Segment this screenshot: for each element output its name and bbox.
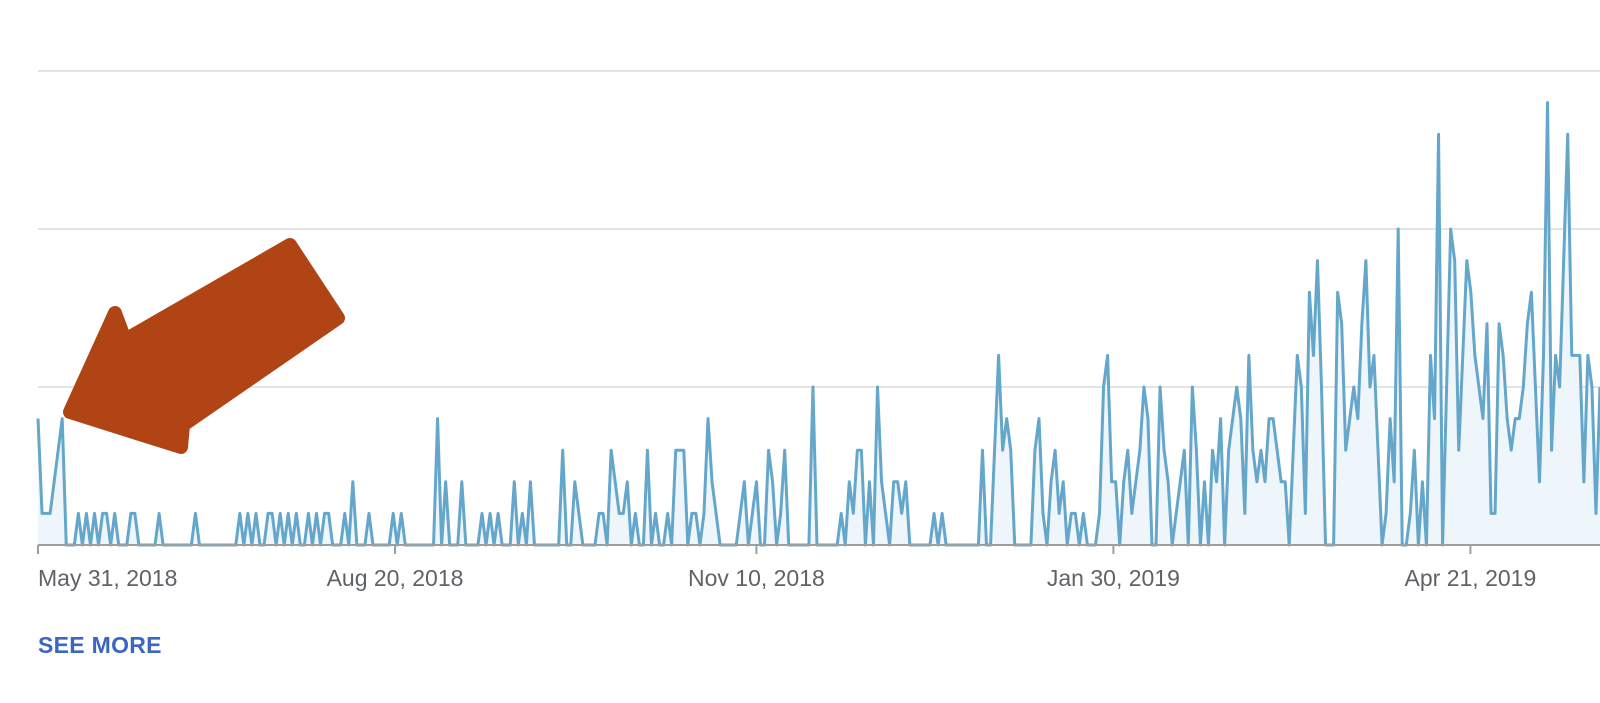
x-tick-label: Aug 20, 2018: [327, 565, 464, 591]
x-tick-label: Apr 21, 2019: [1405, 565, 1537, 591]
x-tick-label: May 31, 2018: [38, 565, 177, 591]
annotations: [63, 238, 345, 454]
arrow-annotation: [63, 238, 345, 454]
see-more-link[interactable]: SEE MORE: [38, 632, 162, 658]
x-axis: May 31, 2018 Aug 20, 2018 Nov 10, 2018 Jan …: [37, 544, 1600, 591]
x-tick-label: Jan 30, 2019: [1047, 565, 1180, 591]
x-tick-label: Nov 10, 2018: [688, 565, 825, 591]
